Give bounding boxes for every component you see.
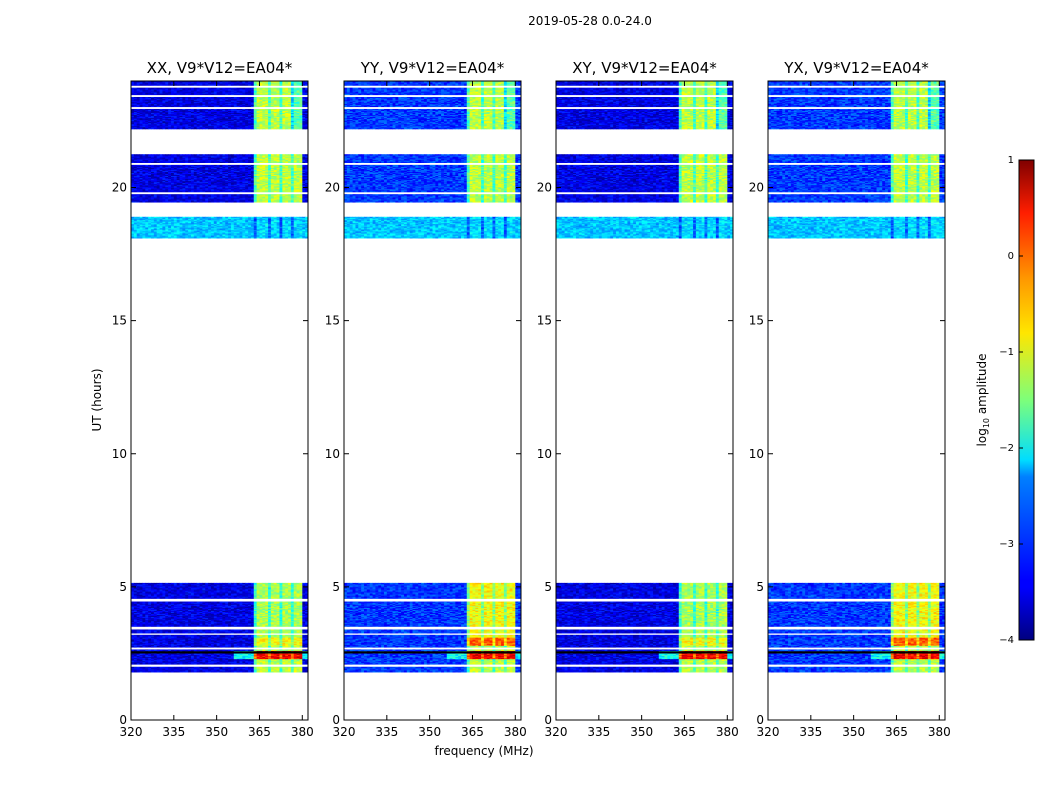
figure: 2019-05-28 0.0-24.0 XX, V9*V12=EA04*320 3… [0,0,1050,800]
figure-suptitle: 2019-05-28 0.0-24.0 [528,14,652,28]
panels-group: XX, V9*V12=EA04*320 335 350 365 38005101520Y… [112,59,951,739]
panel-title: XX, V9*V12=EA04* [147,59,293,77]
